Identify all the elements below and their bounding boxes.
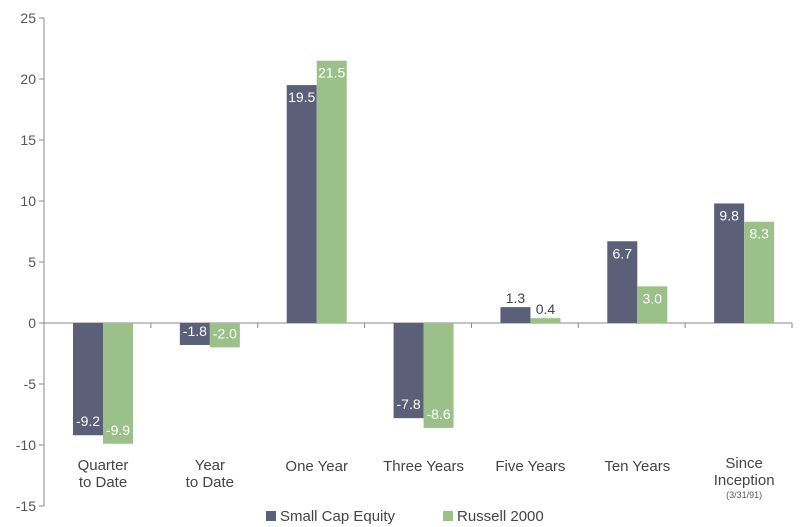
legend: Small Cap Equity Russell 2000 (266, 508, 544, 525)
data-label: -2.0 (213, 325, 237, 341)
bar-small-cap-equity (714, 203, 745, 323)
legend-swatch (266, 511, 276, 521)
data-label: -8.6 (427, 406, 451, 422)
axes: 25 20 15 10 5 0 -5 -10 -15 (16, 10, 793, 514)
y-tick-label: 20 (20, 71, 36, 87)
data-label: -7.8 (397, 396, 421, 412)
data-label: 21.5 (318, 65, 345, 81)
category-label: to Date (186, 474, 234, 491)
data-label: 9.8 (719, 207, 739, 223)
data-label: -9.2 (76, 413, 100, 429)
y-tick-label: 0 (28, 315, 36, 331)
data-label: 0.4 (536, 301, 556, 317)
legend-swatch (443, 511, 453, 521)
bar-small-cap-equity (73, 323, 103, 436)
data-label: -1.8 (183, 323, 207, 339)
bar-russell-2000 (316, 60, 347, 323)
category-label: Quarter (78, 457, 129, 474)
category-label: Five Years (495, 458, 565, 475)
data-label: 19.5 (288, 89, 315, 105)
legend-label: Small Cap Equity (280, 508, 396, 525)
category-label: Inception (714, 472, 775, 489)
legend-label: Russell 2000 (457, 508, 544, 525)
y-tick-label: -5 (24, 376, 37, 392)
bar-small-cap-equity (179, 323, 210, 345)
y-tick-label: 25 (20, 10, 36, 26)
bar-small-cap-equity (393, 323, 424, 419)
data-label: 3.0 (643, 290, 663, 306)
data-label: 8.3 (749, 226, 769, 242)
category-label: to Date (79, 474, 127, 491)
y-tick-label: 5 (28, 254, 36, 270)
bar-russell-2000 (103, 323, 133, 444)
category-note: (3/31/91) (726, 490, 762, 500)
y-tick-label: 10 (20, 193, 36, 209)
bar-russell-2000 (530, 318, 561, 323)
category-label: One Year (285, 458, 348, 475)
y-tick-label: -10 (16, 437, 36, 453)
data-label: 6.7 (613, 245, 633, 261)
bar-russell-2000 (423, 323, 454, 428)
bar-small-cap-equity (607, 241, 638, 323)
y-tick-label: 15 (20, 132, 36, 148)
bar-small-cap-equity (286, 85, 317, 323)
category-label: Ten Years (604, 458, 670, 475)
y-tick-label: -15 (16, 498, 36, 514)
category-label: Since (725, 455, 763, 472)
bars: -9.2 -9.9 -1.8 -2.0 19.521.5 -7.8 -8.6 1.3 0.4 6.… (73, 60, 775, 444)
bar-small-cap-equity (500, 307, 531, 323)
bar-russell-2000 (744, 221, 775, 323)
category-label: Year (195, 457, 225, 474)
data-label: -9.9 (106, 422, 130, 438)
category-label: Three Years (383, 458, 464, 475)
data-label: 1.3 (506, 290, 526, 306)
bar-russell-2000 (209, 323, 240, 348)
bar-russell-2000 (637, 286, 668, 323)
